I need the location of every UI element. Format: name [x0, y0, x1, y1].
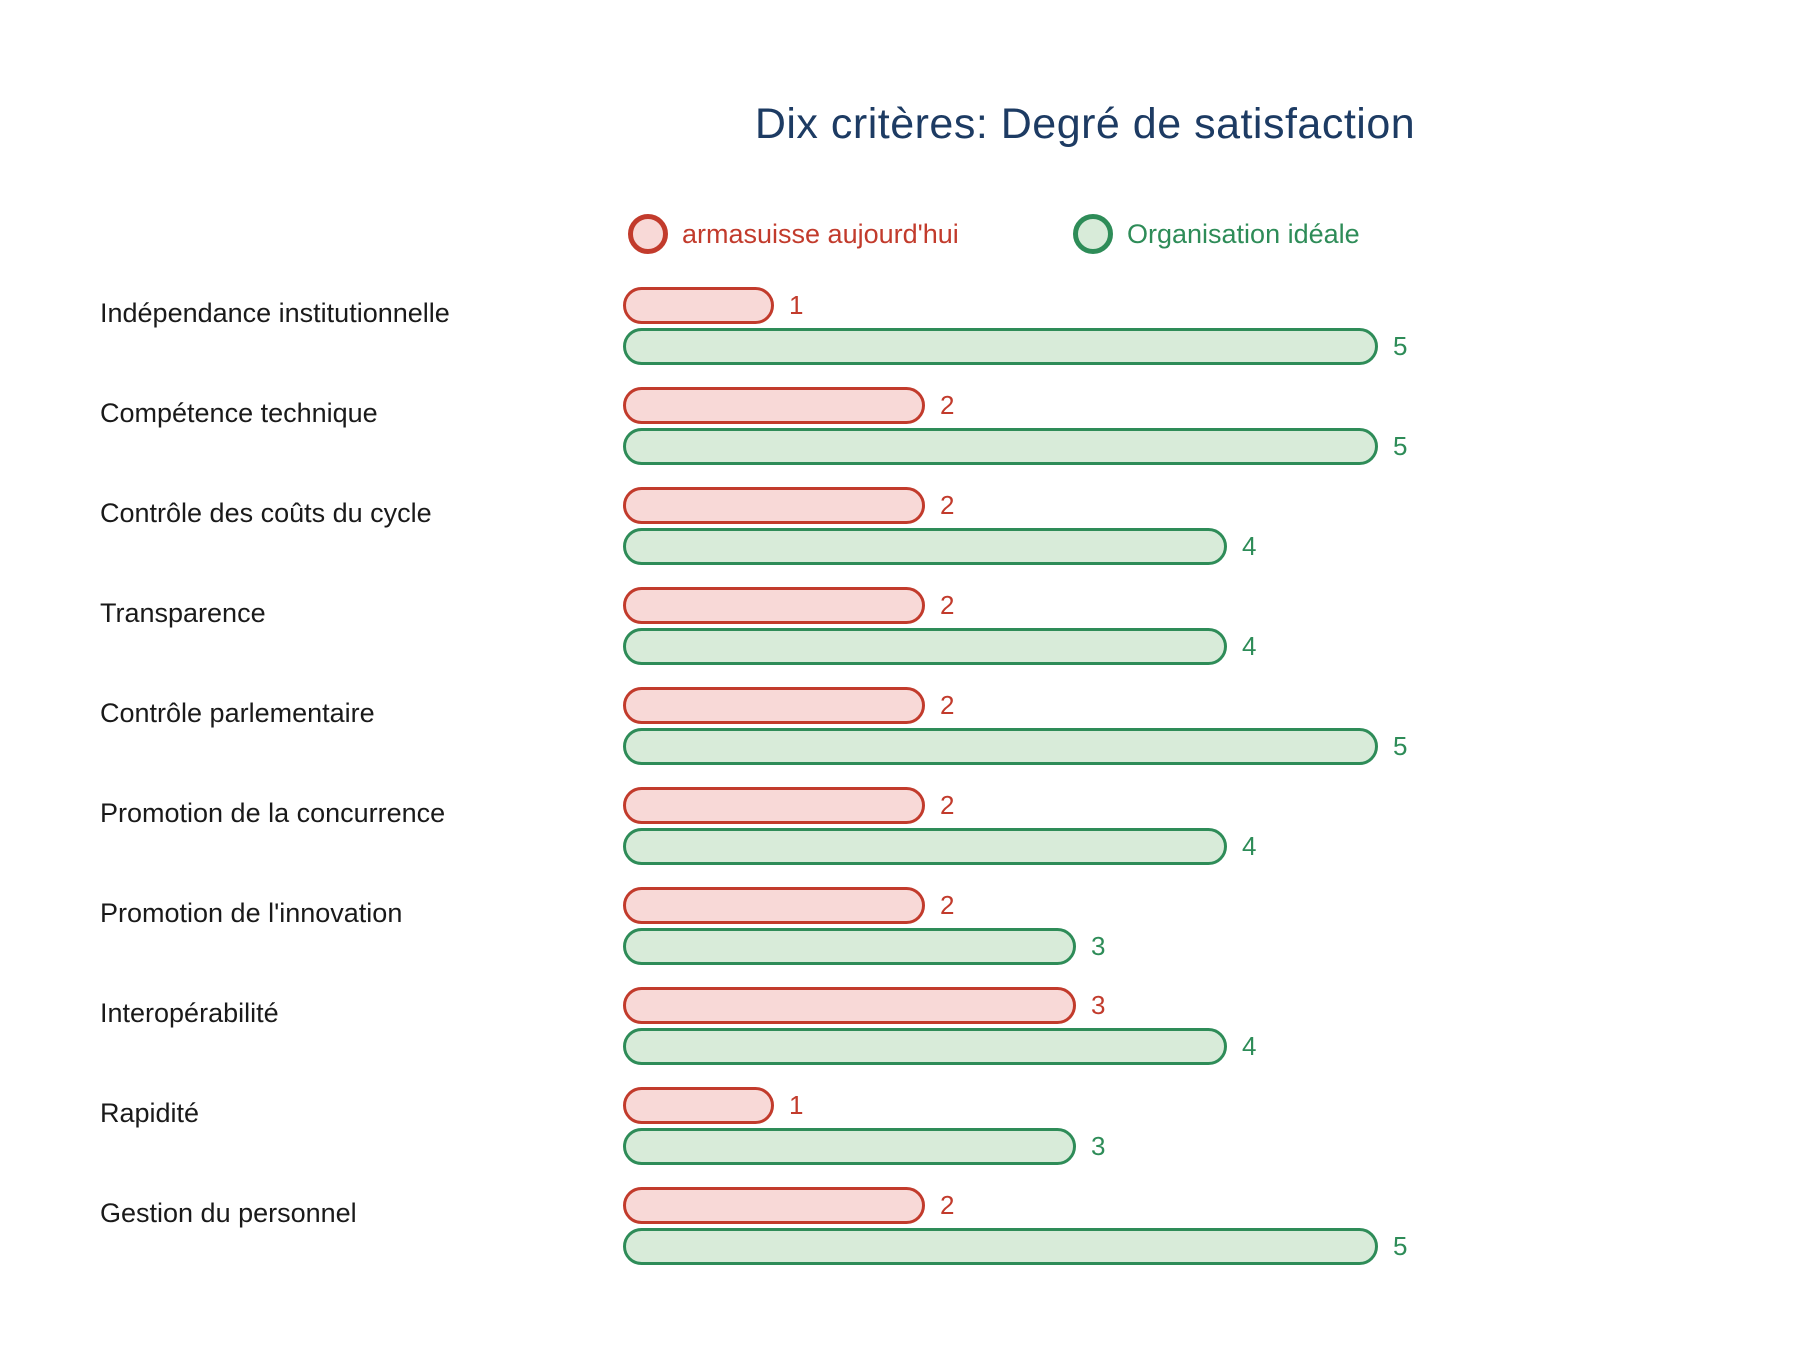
- bar-ideale: [623, 428, 1378, 465]
- value-label-armasuisse: 2: [940, 890, 955, 920]
- value-label-armasuisse: 2: [940, 590, 955, 620]
- value-label-ideale: 5: [1393, 1231, 1408, 1261]
- chart-row: Compétence technique 2 5: [0, 387, 1800, 487]
- row-label: Promotion de la concurrence: [100, 798, 446, 828]
- value-label-ideale: 3: [1091, 931, 1106, 961]
- bar-ideale: [623, 1228, 1378, 1265]
- chart-row: Gestion du personnel 2 5: [0, 1187, 1800, 1287]
- value-label-ideale: 4: [1242, 1031, 1257, 1061]
- bar-ideale: [623, 1128, 1076, 1165]
- value-label-armasuisse: 1: [789, 290, 804, 320]
- value-label-ideale: 4: [1242, 831, 1257, 861]
- chart-rows: Indépendance institutionnelle 1 5 Compét…: [0, 287, 1800, 1287]
- bar-ideale: [623, 528, 1227, 565]
- bar-armasuisse: [623, 1187, 925, 1224]
- legend-swatch-armasuisse-icon: [628, 214, 668, 254]
- value-label-armasuisse: 2: [940, 690, 955, 720]
- value-label-ideale: 4: [1242, 631, 1257, 661]
- bar-armasuisse: [623, 387, 925, 424]
- chart-row: Contrôle des coûts du cycle 2 4: [0, 487, 1800, 587]
- legend-item-ideale: Organisation idéale: [1073, 213, 1360, 255]
- row-label: Rapidité: [100, 1098, 200, 1128]
- bar-ideale: [623, 628, 1227, 665]
- bar-ideale: [623, 728, 1378, 765]
- bar-armasuisse: [623, 287, 774, 324]
- value-label-armasuisse: 2: [940, 390, 955, 420]
- chart-row: Indépendance institutionnelle 1 5: [0, 287, 1800, 387]
- bar-armasuisse: [623, 787, 925, 824]
- value-label-armasuisse: 2: [940, 790, 955, 820]
- bar-armasuisse: [623, 887, 925, 924]
- chart-row: Rapidité 1 3: [0, 1087, 1800, 1187]
- row-label: Promotion de l'innovation: [100, 898, 403, 928]
- value-label-ideale: 5: [1393, 731, 1408, 761]
- value-label-ideale: 4: [1242, 531, 1257, 561]
- value-label-ideale: 5: [1393, 331, 1408, 361]
- row-label: Indépendance institutionnelle: [100, 298, 450, 328]
- bar-armasuisse: [623, 1087, 774, 1124]
- chart-row: Interopérabilité 3 4: [0, 987, 1800, 1087]
- bar-ideale: [623, 828, 1227, 865]
- value-label-armasuisse: 2: [940, 1190, 955, 1220]
- chart-row: Promotion de la concurrence 2 4: [0, 787, 1800, 887]
- bar-armasuisse: [623, 687, 925, 724]
- bar-ideale: [623, 928, 1076, 965]
- chart-row: Transparence 2 4: [0, 587, 1800, 687]
- legend-swatch-ideale-icon: [1073, 214, 1113, 254]
- chart-row: Contrôle parlementaire 2 5: [0, 687, 1800, 787]
- legend-label-ideale: Organisation idéale: [1127, 218, 1360, 249]
- row-label: Contrôle des coûts du cycle: [100, 498, 432, 528]
- value-label-armasuisse: 3: [1091, 990, 1106, 1020]
- bar-ideale: [623, 328, 1378, 365]
- bar-ideale: [623, 1028, 1227, 1065]
- value-label-armasuisse: 2: [940, 490, 955, 520]
- row-label: Transparence: [100, 598, 266, 628]
- bar-armasuisse: [623, 487, 925, 524]
- chart-title: Dix critères: Degré de satisfaction: [754, 100, 1416, 148]
- value-label-ideale: 3: [1091, 1131, 1106, 1161]
- legend-item-armasuisse: armasuisse aujourd'hui: [628, 213, 959, 255]
- row-label: Compétence technique: [100, 398, 378, 428]
- value-label-ideale: 5: [1393, 431, 1408, 461]
- bar-armasuisse: [623, 987, 1076, 1024]
- value-label-armasuisse: 1: [789, 1090, 804, 1120]
- row-label: Gestion du personnel: [100, 1198, 357, 1228]
- legend-label-armasuisse: armasuisse aujourd'hui: [682, 218, 959, 249]
- chart-row: Promotion de l'innovation 2 3: [0, 887, 1800, 987]
- row-label: Interopérabilité: [100, 998, 279, 1028]
- bar-armasuisse: [623, 587, 925, 624]
- row-label: Contrôle parlementaire: [100, 698, 375, 728]
